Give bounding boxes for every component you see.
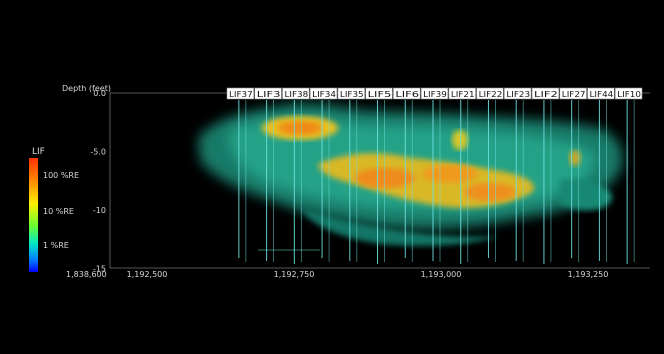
- well-marker[interactable]: LIF27: [559, 87, 587, 262]
- well-label-box: [614, 87, 643, 100]
- hotspot-3-core-b: [422, 165, 478, 183]
- easting-axis: 1,192,500 1,192,750 1,193,000 1,193,250: [127, 270, 609, 279]
- easting-tick-label: 1,193,000: [421, 270, 462, 279]
- well-label-box: [448, 87, 476, 100]
- well-marker[interactable]: LIF38: [282, 87, 310, 264]
- well-label: LIF6: [395, 90, 419, 99]
- depth-tick-label: 0.0: [93, 89, 106, 98]
- well-marker[interactable]: LIF5: [365, 87, 393, 264]
- well-label: LIF2: [534, 90, 558, 99]
- legend-tick-100: 100 %RE: [43, 171, 79, 180]
- depth-tick-label: -10: [93, 206, 106, 215]
- hotspot-2: [452, 130, 468, 150]
- well-label-box: [309, 87, 338, 100]
- legend-tick-10: 10 %RE: [43, 207, 74, 216]
- hotspot-3-core-c: [464, 183, 516, 201]
- well-label: LIF35: [340, 90, 364, 99]
- well-markers: LIF37 LIF3 LIF38 LIF34 LIF35 LIF5 LIF6 LIF39 LIF…: [226, 87, 643, 264]
- well-marker[interactable]: LIF22: [476, 87, 504, 262]
- hotspot-4: [569, 150, 581, 166]
- well-label: LIF22: [479, 90, 503, 99]
- well-label-box: [476, 87, 504, 100]
- northing-corner-label: 1,838,600: [66, 270, 107, 279]
- well-marker[interactable]: LIF44: [587, 87, 615, 262]
- depth-tick-label: -5.0: [90, 148, 106, 157]
- well-marker[interactable]: LIF37: [226, 87, 255, 262]
- depth-tick-label: -15: [93, 265, 106, 274]
- legend-colorbar: [29, 158, 38, 272]
- well-label-box: [282, 87, 310, 100]
- easting-tick-label: 1,193,250: [568, 270, 609, 279]
- well-label: LIF21: [451, 90, 475, 99]
- well-label: LIF44: [590, 90, 614, 99]
- easting-tick-label: 1,192,500: [127, 270, 168, 279]
- well-marker[interactable]: LIF6: [393, 87, 421, 262]
- well-marker[interactable]: LIF3: [254, 87, 282, 262]
- well-label-box: [420, 87, 449, 100]
- well-marker[interactable]: LIF10: [614, 87, 643, 264]
- well-label: LIF3: [257, 90, 281, 99]
- well-label-box: [337, 87, 365, 100]
- well-label-box: [587, 87, 615, 100]
- lif-legend: LIF 100 %RE 10 %RE 1 %RE: [29, 147, 79, 272]
- well-marker[interactable]: LIF35: [337, 87, 365, 262]
- well-label: LIF38: [284, 90, 308, 99]
- well-label-box: [504, 87, 532, 100]
- hotspot-1-core: [278, 121, 322, 135]
- well-label-box: [365, 87, 393, 100]
- well-label: LIF37: [229, 90, 253, 99]
- well-label: LIF5: [368, 90, 392, 99]
- well-label-box: [254, 87, 282, 100]
- well-label: LIF39: [423, 90, 447, 99]
- well-label: LIF10: [617, 90, 641, 99]
- well-marker[interactable]: LIF23: [504, 87, 532, 262]
- well-marker[interactable]: LIF21: [448, 87, 476, 264]
- well-label-box: [226, 87, 255, 100]
- legend-tick-1: 1 %RE: [43, 241, 69, 250]
- well-label-box: [393, 87, 421, 100]
- hotspots: [262, 116, 581, 208]
- well-marker[interactable]: LIF34: [309, 87, 338, 262]
- depth-axis: 0.0 -5.0 -10 -15: [90, 89, 106, 274]
- well-marker[interactable]: LIF39: [420, 87, 449, 262]
- depth-axis-label: Depth (feet): [62, 84, 111, 93]
- hotspot-3-core-a: [355, 168, 415, 188]
- legend-title: LIF: [32, 147, 45, 157]
- well-label: LIF23: [506, 90, 530, 99]
- easting-tick-label: 1,192,750: [274, 270, 315, 279]
- well-label: LIF27: [562, 90, 586, 99]
- well-label-box: [559, 87, 587, 100]
- well-label-box: [531, 87, 560, 100]
- well-label: LIF34: [312, 90, 336, 99]
- well-marker[interactable]: LIF2: [531, 87, 560, 264]
